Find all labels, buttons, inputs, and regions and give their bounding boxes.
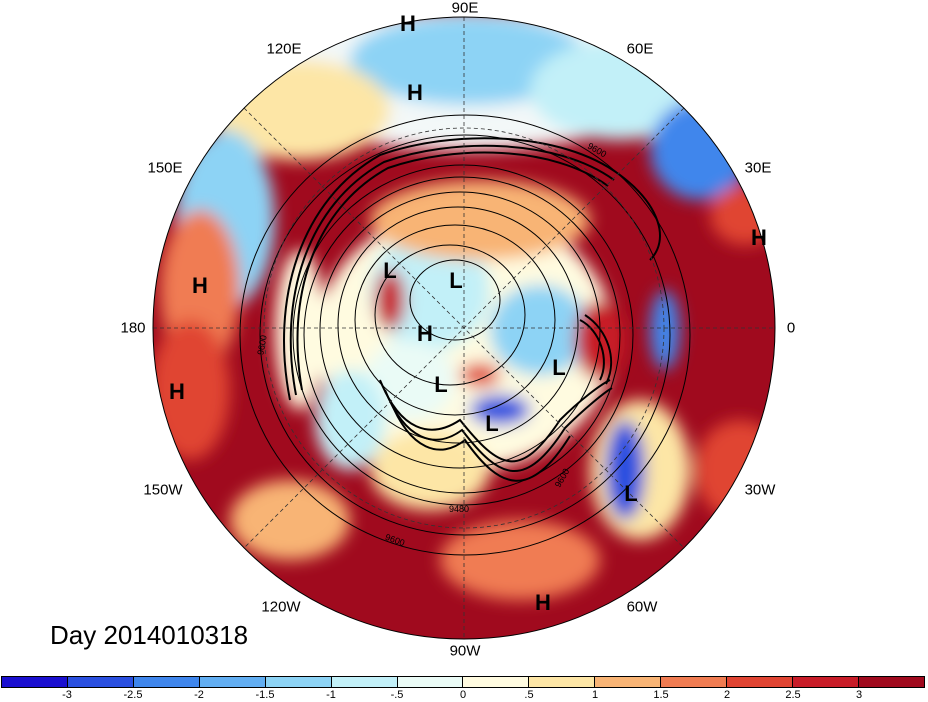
colorbar-swatch bbox=[793, 677, 859, 687]
low-marker: L bbox=[383, 258, 397, 283]
colorbar-tick-label: .5 bbox=[524, 689, 534, 701]
colorbar-tick-label: -2 bbox=[194, 689, 204, 701]
lon-label-180: 180 bbox=[120, 319, 146, 337]
height-contours bbox=[239, 114, 691, 556]
colorbar-tick-label: 0 bbox=[459, 689, 467, 701]
colorbar-swatch bbox=[397, 677, 464, 687]
colorbar-swatch bbox=[199, 677, 266, 687]
low-marker: L bbox=[485, 411, 499, 436]
lon-label-90e: 90E bbox=[451, 0, 479, 17]
colorbar-swatch bbox=[2, 677, 68, 687]
high-marker: H bbox=[535, 590, 551, 615]
lon-label-30e: 30E bbox=[744, 159, 772, 177]
colorbar-swatch bbox=[858, 677, 924, 687]
colorbar bbox=[1, 676, 925, 688]
lon-label-60w: 60W bbox=[626, 598, 658, 616]
colorbar-tick-label: 2 bbox=[723, 689, 731, 701]
colorbar-swatch bbox=[133, 677, 200, 687]
lon-label-150e: 150E bbox=[147, 159, 183, 177]
jet-contours bbox=[283, 137, 661, 482]
high-marker: H bbox=[417, 321, 433, 346]
map-title: Day 2014010318 bbox=[50, 620, 249, 650]
colorbar-tick-label: -1.5 bbox=[255, 689, 275, 701]
colorbar-swatch bbox=[727, 677, 794, 687]
graticule bbox=[153, 17, 775, 639]
map-boundary bbox=[152, 16, 776, 640]
high-marker: H bbox=[751, 225, 767, 250]
colorbar-tick-label: 1 bbox=[591, 689, 599, 701]
low-marker: L bbox=[552, 355, 566, 380]
colorbar-tick-label: -2.5 bbox=[123, 689, 143, 701]
lon-label-150w: 150W bbox=[143, 481, 183, 499]
colorbar-swatch bbox=[265, 677, 332, 687]
colorbar-tick-label: 1.5 bbox=[653, 689, 669, 701]
colorbar-swatch bbox=[331, 677, 398, 687]
low-marker: L bbox=[624, 481, 638, 506]
colorbar-swatch bbox=[529, 677, 596, 687]
colorbar-tick-label: 2.5 bbox=[785, 689, 801, 701]
lon-label-0: 0 bbox=[786, 319, 796, 337]
lon-label-30w: 30W bbox=[744, 481, 776, 499]
colorbar-tick-label: 3 bbox=[855, 689, 863, 701]
colorbar-swatch bbox=[67, 677, 134, 687]
low-marker: L bbox=[449, 268, 463, 293]
low-marker: L bbox=[434, 372, 448, 397]
colorbar-swatch bbox=[463, 677, 530, 687]
contour-label: 9480 bbox=[448, 504, 470, 514]
high-marker: H bbox=[169, 379, 185, 404]
lon-label-90w: 90W bbox=[449, 642, 481, 660]
colorbar-tick-label: -1 bbox=[326, 689, 336, 701]
colorbar-tick-label: -.5 bbox=[390, 689, 404, 701]
high-marker: H bbox=[192, 273, 208, 298]
colorbar-swatch bbox=[661, 677, 728, 687]
high-marker: H bbox=[407, 80, 423, 105]
lon-label-60e: 60E bbox=[626, 40, 654, 58]
lon-label-120e: 120E bbox=[266, 40, 302, 58]
colorbar-tick-label: -3 bbox=[62, 689, 72, 701]
colorbar-swatch bbox=[595, 677, 662, 687]
high-marker: H bbox=[400, 11, 416, 36]
lon-label-120w: 120W bbox=[261, 598, 301, 616]
